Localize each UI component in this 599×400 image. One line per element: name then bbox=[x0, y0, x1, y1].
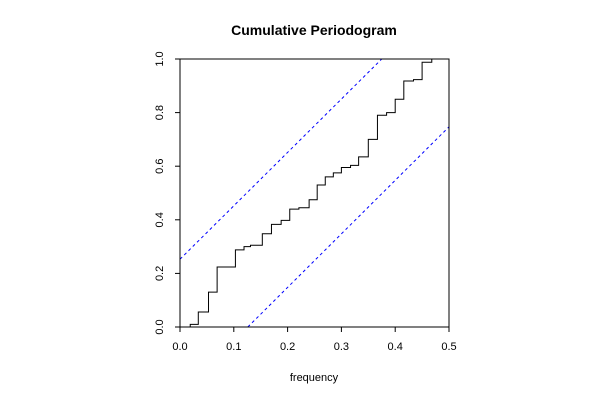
y-tick-label: 0.2 bbox=[154, 266, 166, 281]
upper-confidence-band bbox=[179, 58, 383, 260]
x-axis-label: frequency bbox=[290, 372, 339, 384]
y-tick-label: 0.8 bbox=[154, 105, 166, 120]
chart-title: Cumulative Periodogram bbox=[231, 22, 397, 38]
x-tick-label: 0.2 bbox=[280, 341, 295, 353]
y-tick-label: 0.6 bbox=[154, 159, 166, 174]
plot-frame bbox=[179, 58, 450, 328]
x-tick-label: 0.4 bbox=[388, 341, 403, 353]
lower-confidence-band bbox=[247, 126, 450, 328]
x-tick-label: 0.0 bbox=[172, 341, 187, 353]
x-tick-label: 0.3 bbox=[334, 341, 349, 353]
x-axis: 0.0 0.1 0.2 0.3 0.4 0.5 bbox=[172, 327, 457, 353]
y-tick-label: 1.0 bbox=[154, 51, 166, 66]
y-axis: 0.0 0.2 0.4 0.6 0.8 1.0 bbox=[154, 51, 180, 335]
y-tick-label: 0.4 bbox=[154, 212, 166, 227]
x-tick-label: 0.5 bbox=[441, 341, 456, 353]
y-tick-label: 0.0 bbox=[154, 319, 166, 334]
cumulative-periodogram-step-line bbox=[180, 58, 439, 328]
x-tick-label: 0.1 bbox=[226, 341, 241, 353]
series-layer bbox=[179, 58, 450, 328]
